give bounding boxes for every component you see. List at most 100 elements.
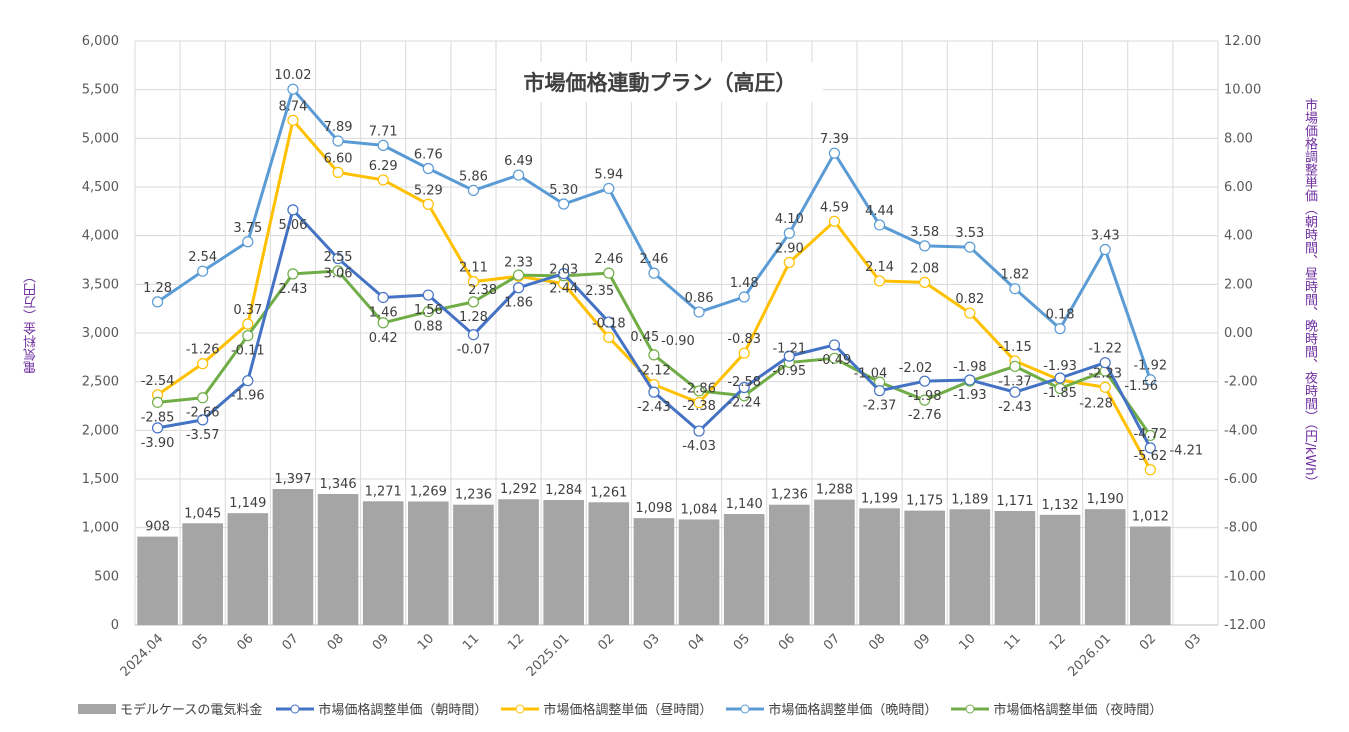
x-tick-label: 07 xyxy=(821,631,843,653)
line-data-label: 2.46 xyxy=(639,252,668,267)
bar xyxy=(362,501,404,625)
bar-data-label: 1,140 xyxy=(726,497,763,512)
data-point xyxy=(242,330,254,342)
data-point xyxy=(919,240,931,252)
right-tick-label: -12.00 xyxy=(1224,618,1266,633)
data-point xyxy=(1009,386,1021,398)
bar xyxy=(678,519,720,625)
data-point xyxy=(603,267,615,279)
data-point xyxy=(783,227,795,239)
data-point xyxy=(197,358,209,370)
line-data-label: 0.42 xyxy=(369,331,398,346)
line-data-label: 5.30 xyxy=(549,183,578,198)
line-data-label: -2.66 xyxy=(186,406,220,421)
data-point xyxy=(873,219,886,231)
bar-data-label: 1,084 xyxy=(680,502,717,517)
bar xyxy=(317,493,359,625)
bar-data-label: 1,189 xyxy=(951,492,988,507)
line-data-label: -0.18 xyxy=(592,316,626,331)
line-data-label: 4.44 xyxy=(865,204,894,219)
x-tick-label: 10 xyxy=(956,631,978,653)
line-data-label: 2.55 xyxy=(324,250,353,265)
line-data-label: 2.11 xyxy=(459,261,488,276)
x-tick-label: 03 xyxy=(640,631,662,653)
x-tick-label: 10 xyxy=(415,631,437,653)
data-point xyxy=(287,268,299,280)
left-tick-label: 3,000 xyxy=(82,326,119,341)
data-point xyxy=(828,215,841,227)
line-data-label: 1.86 xyxy=(504,296,533,311)
right-tick-label: 10.00 xyxy=(1224,83,1261,98)
line-data-label: 2.38 xyxy=(468,283,497,298)
bar xyxy=(588,502,630,625)
right-tick-label: -8.00 xyxy=(1224,521,1258,536)
line-data-label: -2.85 xyxy=(141,410,175,425)
line-data-label: 10.02 xyxy=(274,68,311,83)
data-point xyxy=(287,83,299,95)
line-data-label: 0.82 xyxy=(955,292,984,307)
legend-label: 市場価格調整単価（朝時間） xyxy=(318,703,488,718)
data-point xyxy=(603,331,615,343)
data-point xyxy=(828,352,841,364)
line-data-label: -1.21 xyxy=(772,341,806,356)
bar-data-label: 1,098 xyxy=(635,501,672,516)
grid-layer xyxy=(134,40,1219,626)
data-point xyxy=(693,306,705,318)
line-data-label: -1.85 xyxy=(1043,386,1077,401)
line-data-label: -1.92 xyxy=(1133,359,1167,374)
bar xyxy=(1130,526,1171,625)
line-data-label: 1.46 xyxy=(369,305,398,320)
line-data-label: -2.02 xyxy=(899,361,933,376)
line-data-label: 2.33 xyxy=(504,255,533,270)
bar-data-label: 1,012 xyxy=(1132,509,1169,524)
data-point xyxy=(422,162,434,175)
left-tick-label: 5,500 xyxy=(82,83,119,98)
data-point xyxy=(873,275,886,287)
chart-title: 市場価格連動プラン（高圧） xyxy=(497,62,823,102)
right-axis-label: 市場価格調整単価（朝時間、昼時間、晩時間、夜時間）（円/kWh） xyxy=(1302,98,1317,489)
x-tick-label: 11 xyxy=(460,631,482,653)
bar xyxy=(1084,509,1126,625)
bar xyxy=(227,513,269,625)
bar xyxy=(182,523,223,625)
line-data-label: -1.56 xyxy=(1124,379,1158,394)
line-data-label: 6.60 xyxy=(324,151,353,166)
data-point xyxy=(151,422,164,434)
line-data-label: -1.37 xyxy=(998,374,1032,389)
line-data-label: 6.76 xyxy=(414,148,443,163)
line-data-label: 0.37 xyxy=(233,303,262,318)
data-point xyxy=(1054,372,1066,384)
bar xyxy=(994,511,1036,625)
data-point xyxy=(512,269,525,281)
data-point xyxy=(1054,323,1066,335)
left-tick-label: 500 xyxy=(94,569,119,584)
bar-data-label: 1,171 xyxy=(996,494,1033,509)
left-tick-label: 1,000 xyxy=(82,521,119,536)
bar-data-label: 1,261 xyxy=(590,485,627,500)
legend-item-bill: モデルケースの電気料金 xyxy=(78,699,262,718)
right-tick-label: 2.00 xyxy=(1224,277,1253,292)
data-point xyxy=(783,256,795,269)
line-data-label: -2.43 xyxy=(637,400,671,415)
line-data-label: 1.82 xyxy=(1000,268,1029,283)
line-data-label: 2.35 xyxy=(585,284,614,299)
data-point xyxy=(738,291,750,303)
line-data-label: -3.90 xyxy=(141,436,175,451)
bar-data-label: 1,397 xyxy=(274,472,311,487)
x-tick-label: 08 xyxy=(866,631,888,653)
line-data-label: -1.15 xyxy=(998,340,1032,355)
legend-label: 市場価格調整単価（夜時間） xyxy=(993,703,1163,718)
data-point xyxy=(332,265,344,277)
data-point xyxy=(377,139,389,151)
data-point xyxy=(1009,283,1021,295)
line-data-label: 6.49 xyxy=(504,154,533,169)
line-data-label: 3.43 xyxy=(1091,229,1120,244)
data-point xyxy=(558,268,570,280)
line-data-label: -2.24 xyxy=(727,396,761,411)
right-tick-label: 0.00 xyxy=(1224,326,1253,341)
line-data-label: -0.11 xyxy=(231,344,265,359)
line-data-label: -2.38 xyxy=(682,399,716,414)
line-data-label: 7.71 xyxy=(369,124,398,139)
right-tick-label: 6.00 xyxy=(1224,180,1253,195)
data-point xyxy=(603,316,615,328)
